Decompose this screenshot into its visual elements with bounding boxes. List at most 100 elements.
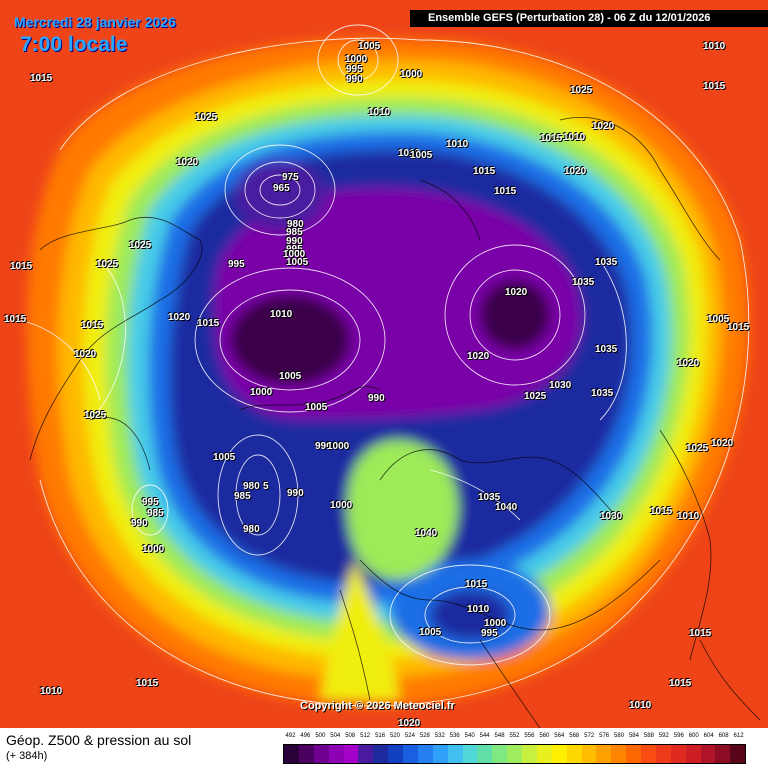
- scale-swatch: [492, 745, 508, 763]
- pressure-label: 1025: [686, 443, 709, 454]
- scale-tick-label: 588: [643, 733, 654, 739]
- pressure-label: 1015: [540, 133, 563, 144]
- scale-tick-label: 612: [733, 733, 744, 739]
- scale-swatch: [477, 745, 493, 763]
- scale-tick-label: 540: [464, 733, 475, 739]
- scale-tick-label: 536: [449, 733, 460, 739]
- scale-tick-label: 548: [494, 733, 505, 739]
- pressure-label: 1005: [707, 314, 730, 325]
- pressure-label: 1005: [358, 41, 381, 52]
- scale-tick-label: 516: [375, 733, 386, 739]
- pressure-label: 1015: [10, 261, 33, 272]
- scale-swatch: [670, 745, 686, 763]
- pressure-label: 1015: [30, 73, 53, 84]
- scale-tick-label: 600: [688, 733, 699, 739]
- pressure-label: 975: [282, 172, 299, 183]
- scale-swatch: [343, 745, 359, 763]
- pressure-label: 1020: [74, 349, 97, 360]
- pressure-label: 1015: [136, 678, 159, 689]
- pressure-label: 1020: [592, 121, 615, 132]
- pressure-label: 980: [243, 524, 260, 535]
- scale-tick-label: 564: [554, 733, 565, 739]
- scale-swatch: [313, 745, 329, 763]
- pressure-label: 1000: [345, 54, 368, 65]
- scale-swatch: [551, 745, 567, 763]
- pressure-label: 1015: [494, 186, 517, 197]
- pressure-label: 1020: [564, 166, 587, 177]
- pressure-label: 1025: [84, 410, 107, 421]
- scale-tick-label: 596: [673, 733, 684, 739]
- pressure-label: 1020: [677, 358, 700, 369]
- scale-tick-label: 512: [360, 733, 371, 739]
- pressure-label: 1000: [400, 69, 423, 80]
- scale-swatch: [700, 745, 716, 763]
- scale-tick-label: 576: [599, 733, 610, 739]
- scale-swatch: [403, 745, 418, 763]
- pressure-label: 1040: [495, 502, 518, 513]
- pressure-label: 1020: [467, 351, 490, 362]
- scale-swatch: [536, 745, 552, 763]
- pressure-label: 1005: [305, 402, 328, 413]
- scale-tick-label: 556: [524, 733, 535, 739]
- pressure-label: 1005: [419, 627, 442, 638]
- scale-tick-label: 504: [330, 733, 341, 739]
- pressure-label: 1015: [727, 322, 750, 333]
- scale-swatch: [715, 745, 731, 763]
- local-time: 7:00 locale: [20, 33, 128, 56]
- scale-swatch: [611, 745, 627, 763]
- scale-tick-label: 520: [390, 733, 401, 739]
- scale-swatch: [447, 745, 463, 763]
- scale-swatch: [328, 745, 344, 763]
- scale-tick-label: 528: [419, 733, 430, 739]
- pressure-label: 1035: [595, 257, 618, 268]
- scale-swatch: [522, 745, 537, 763]
- pressure-label: 1000: [330, 500, 353, 511]
- geopotential-field: [0, 0, 768, 728]
- scale-tick-label: 508: [345, 733, 356, 739]
- pressure-label: 995: [346, 64, 363, 75]
- scale-tick-label: 524: [404, 733, 415, 739]
- pressure-label: 1010: [368, 107, 391, 118]
- pressure-label: 990: [131, 518, 148, 529]
- pressure-label: 1010: [677, 511, 700, 522]
- scale-tick-label: 568: [569, 733, 580, 739]
- pressure-label: 1010: [40, 686, 63, 697]
- legend-footer: Géop. Z500 & pression au sol (+ 384h) 49…: [0, 728, 768, 768]
- pressure-label: 1005: [279, 371, 302, 382]
- pressure-label: 1020: [168, 312, 191, 323]
- pressure-label: 1020: [176, 157, 199, 168]
- pressure-label: 1040: [415, 528, 438, 539]
- scale-swatch: [417, 745, 433, 763]
- scale-swatch: [284, 745, 299, 763]
- pressure-label: 1015: [669, 678, 692, 689]
- scale-swatch: [626, 745, 641, 763]
- pressure-label: 1000: [484, 618, 507, 629]
- color-scale-labels: 492 496 500 504 508 512 516 520 524 528 532 536 540 5…: [283, 733, 746, 741]
- pressure-label: 1020: [711, 438, 734, 449]
- pressure-label: 1005: [286, 257, 309, 268]
- scale-swatch: [641, 745, 656, 763]
- pressure-label: 990: [368, 393, 385, 404]
- scale-swatch: [730, 745, 746, 763]
- pressure-label: 1035: [595, 344, 618, 355]
- scale-tick-label: 560: [539, 733, 550, 739]
- pressure-label: 1015: [81, 320, 104, 331]
- scale-tick-label: 532: [434, 733, 445, 739]
- scale-swatch: [373, 745, 389, 763]
- scale-swatch: [581, 745, 597, 763]
- pressure-label: 1015: [703, 81, 726, 92]
- pressure-label: 995: [142, 497, 159, 508]
- pressure-label: 1010: [563, 132, 586, 143]
- pressure-label: 1000: [142, 544, 165, 555]
- z500-map: Mercredi 28 janvier 2026 7:00 locale Ens…: [0, 0, 768, 728]
- pressure-label: 965: [273, 183, 290, 194]
- pressure-label: 1020: [505, 287, 528, 298]
- scale-tick-label: 500: [315, 733, 326, 739]
- scale-tick-label: 608: [718, 733, 729, 739]
- pressure-label: 980: [243, 481, 260, 492]
- pressure-label: 1035: [591, 388, 614, 399]
- pressure-label: 1030: [600, 511, 623, 522]
- scale-tick-label: 592: [658, 733, 669, 739]
- scale-tick-label: 604: [703, 733, 714, 739]
- pressure-label: 1000: [250, 387, 273, 398]
